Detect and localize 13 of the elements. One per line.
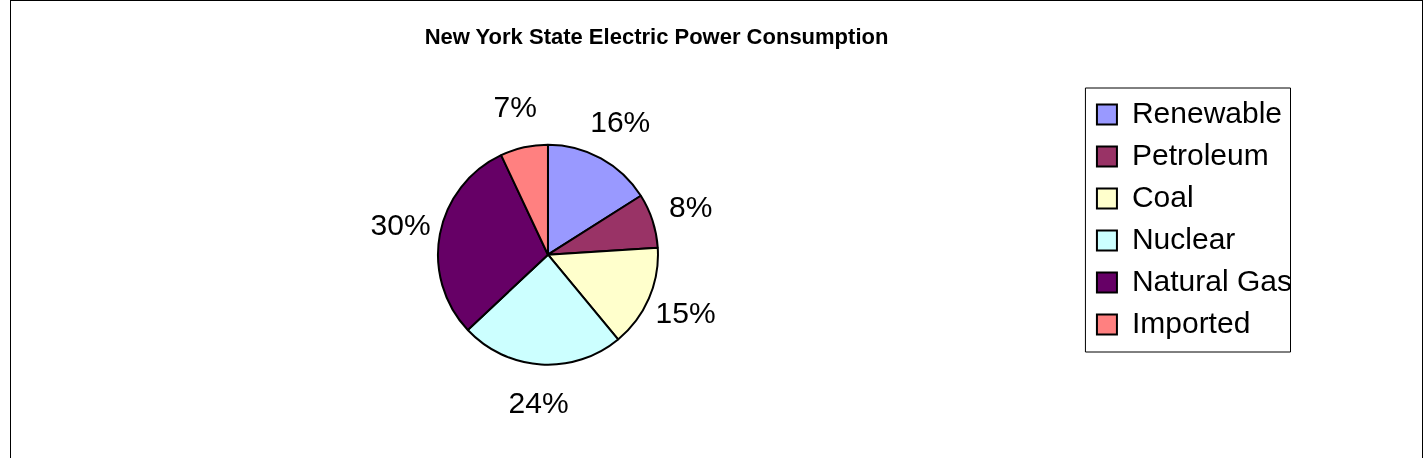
data-label: 8% — [668, 189, 713, 223]
legend-label: Petroleum — [1131, 137, 1269, 171]
data-label: 16% — [590, 104, 651, 138]
legend-label: Nuclear — [1131, 221, 1236, 255]
chart-title: New York State Electric Power Consumption — [424, 24, 889, 50]
data-label: 15% — [655, 295, 716, 329]
legend-label: Renewable — [1131, 95, 1283, 129]
legend-label: Natural Gas — [1131, 263, 1293, 297]
legend-label: Coal — [1131, 179, 1194, 213]
legend-label: Imported — [1131, 305, 1251, 339]
data-label: 7% — [493, 89, 537, 123]
data-label: 30% — [370, 207, 431, 241]
data-label: 24% — [508, 385, 569, 419]
